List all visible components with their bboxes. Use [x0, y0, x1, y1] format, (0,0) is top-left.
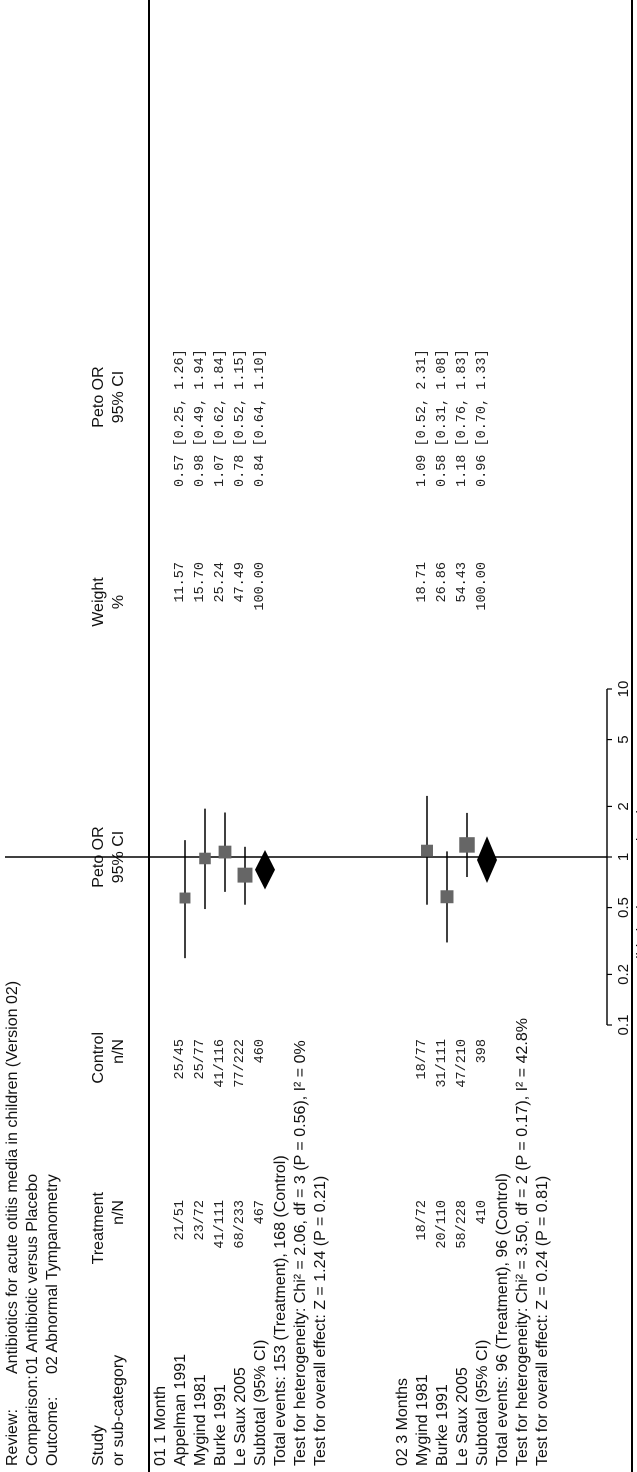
x-tick-label: 10 [615, 681, 632, 698]
study-marker-7 [459, 837, 475, 853]
left-direction-label: antibiotics better [634, 870, 637, 979]
x-tick-label: 0.1 [615, 1015, 632, 1036]
study-marker-5 [421, 844, 433, 857]
subtotal-diamond-1 [255, 850, 275, 890]
x-tick-label: 5 [615, 735, 632, 743]
study-marker-4 [237, 867, 253, 883]
study-marker-1 [179, 892, 191, 904]
x-tick-label: 0.2 [615, 964, 632, 985]
study-marker-6 [440, 890, 454, 904]
x-tick-label: 0.5 [615, 897, 632, 918]
x-tick-label: 1 [615, 853, 632, 861]
right-direction-label: placebo worse [634, 753, 637, 850]
study-marker-3 [218, 845, 232, 859]
subtotal-diamond-2 [477, 836, 497, 884]
x-tick-label: 2 [615, 802, 632, 810]
study-marker-2 [199, 852, 211, 865]
